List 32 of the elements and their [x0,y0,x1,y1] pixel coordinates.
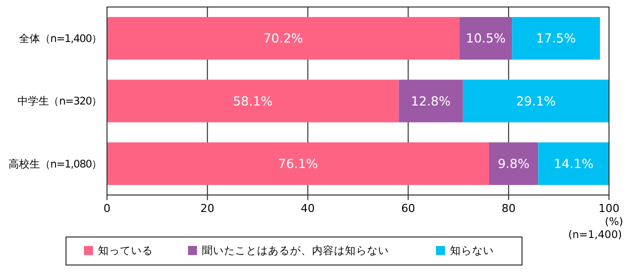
x-tick-label: 0 [104,202,110,215]
x-axis-title: (%) [604,216,624,228]
x-tick-label: 60 [401,202,416,215]
data-label: 17.5% [536,30,576,46]
x-tick-label: 80 [502,202,516,215]
data-label: 58.1% [232,93,273,108]
data-label: 29.1% [516,93,556,108]
data-label: 9.8% [498,156,530,172]
x-tick-label: 20 [200,202,214,215]
data-label: 70.2% [263,30,304,46]
x-tick-label: 40 [300,202,315,215]
x-tick-label: 100 [598,202,620,215]
legend-label: 聞いたことはあるが、内容は知らない [202,244,389,258]
bar [107,80,399,122]
text: (n=1,400) [568,229,622,241]
bar [538,142,609,185]
y-tick-label: 高校生（n=1,080） [8,157,102,170]
bar [107,142,490,185]
bar [462,80,609,122]
bar [489,142,538,185]
y-tick-label: 全体（n=1,400） [19,33,102,46]
legend-label: 知らない [450,245,494,258]
bar [459,17,512,60]
bar [107,17,460,60]
data-label: 76.1% [278,156,318,172]
data-label: 12.8% [410,93,451,108]
bar [398,80,463,122]
bar [512,17,600,60]
data-label: 14.1% [554,156,594,172]
y-tick-label: 中学生（n=320） [18,94,102,108]
data-label: 10.5% [466,30,506,46]
legend-label: 知っている [98,245,153,258]
